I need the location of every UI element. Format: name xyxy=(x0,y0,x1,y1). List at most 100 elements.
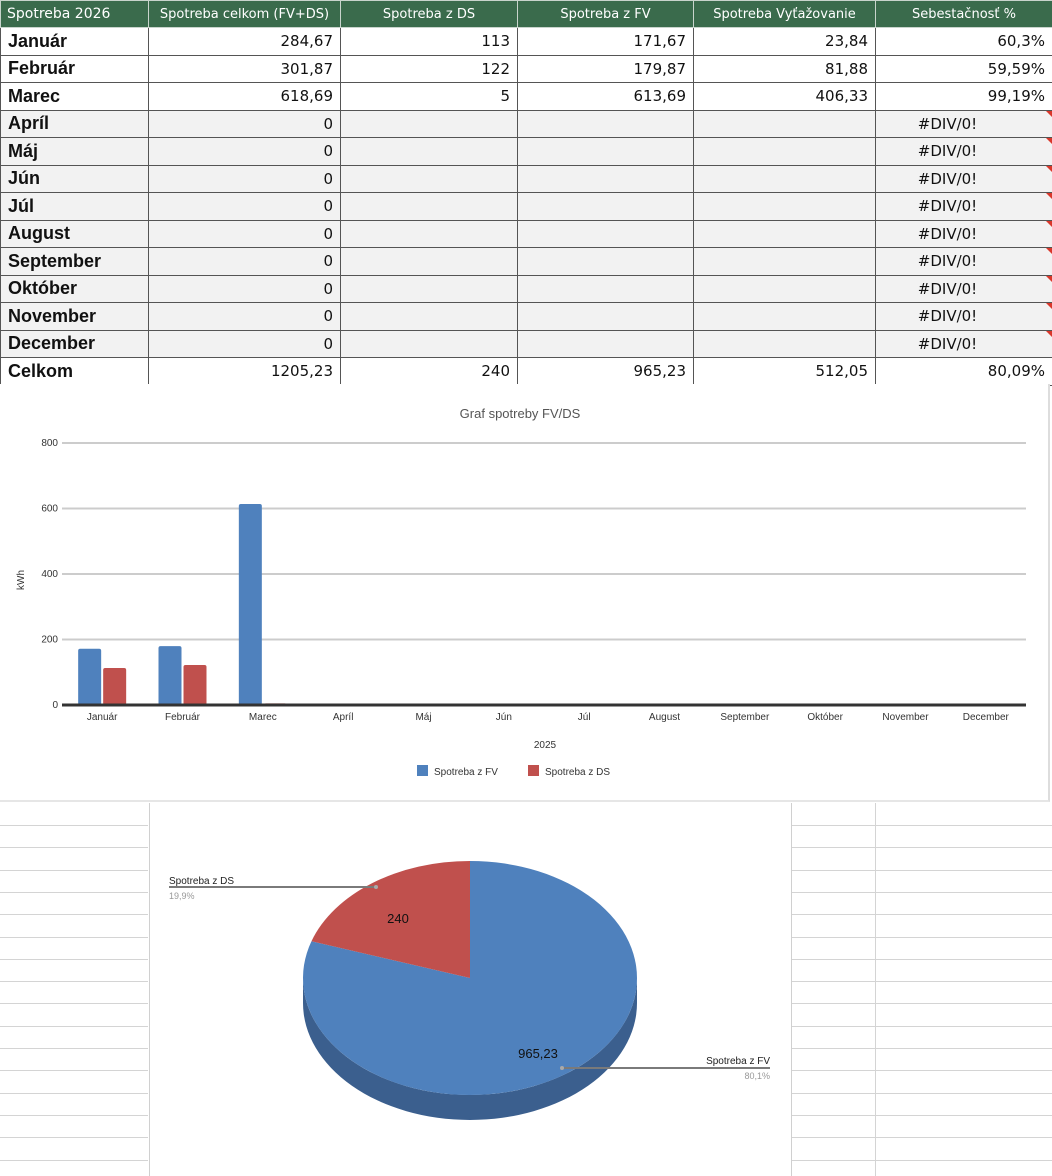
cell-seb[interactable]: 59,59% xyxy=(875,54,1052,83)
cell-ds[interactable] xyxy=(340,329,518,358)
pie-slice-name: Spotreba z FV xyxy=(706,1056,770,1067)
cell-fv[interactable]: 179,87 xyxy=(517,54,694,83)
cell-vyt[interactable]: 406,33 xyxy=(693,82,876,111)
cell-total[interactable]: 0 xyxy=(148,219,341,248)
cell-month[interactable]: Máj xyxy=(0,137,149,166)
cell-fv[interactable] xyxy=(517,109,694,138)
cell-vyt[interactable] xyxy=(693,219,876,248)
header-cell[interactable]: Sebestačnosť % xyxy=(875,0,1052,28)
grid-row-line xyxy=(0,937,148,938)
cell-total[interactable]: 0 xyxy=(148,192,341,221)
cell-fv[interactable] xyxy=(517,274,694,303)
cell-fv[interactable] xyxy=(517,302,694,331)
cell-ds[interactable] xyxy=(340,247,518,276)
header-cell[interactable]: Spotreba 2026 xyxy=(0,0,149,28)
error-indicator-icon[interactable] xyxy=(1046,275,1052,282)
cell-seb[interactable]: #DIV/0! xyxy=(875,247,1052,276)
cell-month[interactable]: Júl xyxy=(0,192,149,221)
cell-total[interactable]: 0 xyxy=(148,109,341,138)
pie-chart[interactable]: 240 965,23 Spotreba z DS 19,9% Spotreba z FV… xyxy=(149,803,792,1176)
cell-vyt[interactable] xyxy=(693,109,876,138)
header-cell[interactable]: Spotreba z DS xyxy=(340,0,518,28)
cell-seb[interactable]: #DIV/0! xyxy=(875,109,1052,138)
error-indicator-icon[interactable] xyxy=(1046,330,1052,337)
cell-total[interactable]: 301,87 xyxy=(148,54,341,83)
cell-total[interactable]: 0 xyxy=(148,137,341,166)
header-cell[interactable]: Spotreba celkom (FV+DS) xyxy=(148,0,341,28)
cell-fv[interactable] xyxy=(517,164,694,193)
header-cell[interactable]: Spotreba z FV xyxy=(517,0,694,28)
cell-month[interactable]: Október xyxy=(0,274,149,303)
cell-ds[interactable] xyxy=(340,274,518,303)
cell-seb[interactable]: #DIV/0! xyxy=(875,192,1052,221)
cell-ds[interactable]: 5 xyxy=(340,82,518,111)
cell-month[interactable]: Február xyxy=(0,54,149,83)
cell-fv[interactable]: 171,67 xyxy=(517,27,694,56)
cell-vyt[interactable] xyxy=(693,329,876,358)
cell-month[interactable]: Marec xyxy=(0,82,149,111)
cell-month[interactable]: December xyxy=(0,329,149,358)
legend-swatch xyxy=(528,765,539,776)
cell-vyt[interactable] xyxy=(693,302,876,331)
cell-ds[interactable] xyxy=(340,164,518,193)
cell-ds[interactable] xyxy=(340,302,518,331)
cell-total[interactable]: 618,69 xyxy=(148,82,341,111)
cell-total[interactable]: 0 xyxy=(148,329,341,358)
cell-vyt[interactable]: 81,88 xyxy=(693,54,876,83)
cell-ds[interactable] xyxy=(340,137,518,166)
cell-ds[interactable] xyxy=(340,219,518,248)
cell-month[interactable]: August xyxy=(0,219,149,248)
cell-seb[interactable]: #DIV/0! xyxy=(875,137,1052,166)
cell-vyt[interactable] xyxy=(693,164,876,193)
bar-ds xyxy=(103,667,127,705)
cell-total[interactable]: 0 xyxy=(148,274,341,303)
cell-vyt[interactable]: 23,84 xyxy=(693,27,876,56)
cell-seb[interactable]: 80,09% xyxy=(875,357,1052,386)
error-indicator-icon[interactable] xyxy=(1046,248,1052,254)
cell-month[interactable]: Celkom xyxy=(0,357,149,386)
cell-fv[interactable] xyxy=(517,329,694,358)
cell-ds[interactable]: 240 xyxy=(340,357,518,386)
bar-chart[interactable]: Graf spotreby FV/DS 0 200 400 600 800 Január Fe… xyxy=(0,384,1050,802)
cell-month[interactable]: September xyxy=(0,247,149,276)
error-indicator-icon[interactable] xyxy=(1046,110,1052,117)
cell-fv[interactable] xyxy=(517,247,694,276)
error-indicator-icon[interactable] xyxy=(1046,165,1052,172)
cell-seb[interactable]: #DIV/0! xyxy=(875,274,1052,303)
cell-month[interactable]: Apríl xyxy=(0,109,149,138)
cell-seb[interactable]: 99,19% xyxy=(875,82,1052,111)
cell-total[interactable]: 0 xyxy=(148,164,341,193)
cell-ds[interactable] xyxy=(340,109,518,138)
cell-fv[interactable] xyxy=(517,219,694,248)
cell-vyt[interactable] xyxy=(693,192,876,221)
header-cell[interactable]: Spotreba Vyťažovanie xyxy=(693,0,876,28)
cell-ds[interactable]: 113 xyxy=(340,27,518,56)
cell-seb[interactable]: #DIV/0! xyxy=(875,302,1052,331)
error-indicator-icon[interactable] xyxy=(1046,138,1052,144)
cell-ds[interactable]: 122 xyxy=(340,54,518,83)
cell-seb[interactable]: #DIV/0! xyxy=(875,164,1052,193)
cell-total[interactable]: 1205,23 xyxy=(148,357,341,386)
cell-month[interactable]: Jún xyxy=(0,164,149,193)
cell-month[interactable]: November xyxy=(0,302,149,331)
cell-vyt[interactable] xyxy=(693,247,876,276)
cell-seb[interactable]: 60,3% xyxy=(875,27,1052,56)
table-row: November 0 #DIV/0! xyxy=(0,302,1052,331)
error-indicator-icon[interactable] xyxy=(1046,303,1052,309)
cell-seb[interactable]: #DIV/0! xyxy=(875,329,1052,358)
cell-fv[interactable] xyxy=(517,137,694,166)
cell-fv[interactable]: 965,23 xyxy=(517,357,694,386)
cell-total[interactable]: 0 xyxy=(148,302,341,331)
error-indicator-icon[interactable] xyxy=(1046,220,1052,227)
cell-vyt[interactable]: 512,05 xyxy=(693,357,876,386)
error-indicator-icon[interactable] xyxy=(1046,193,1052,199)
cell-vyt[interactable] xyxy=(693,274,876,303)
cell-vyt[interactable] xyxy=(693,137,876,166)
cell-fv[interactable]: 613,69 xyxy=(517,82,694,111)
cell-month[interactable]: Január xyxy=(0,27,149,56)
cell-total[interactable]: 0 xyxy=(148,247,341,276)
cell-total[interactable]: 284,67 xyxy=(148,27,341,56)
cell-ds[interactable] xyxy=(340,192,518,221)
cell-seb[interactable]: #DIV/0! xyxy=(875,219,1052,248)
cell-fv[interactable] xyxy=(517,192,694,221)
